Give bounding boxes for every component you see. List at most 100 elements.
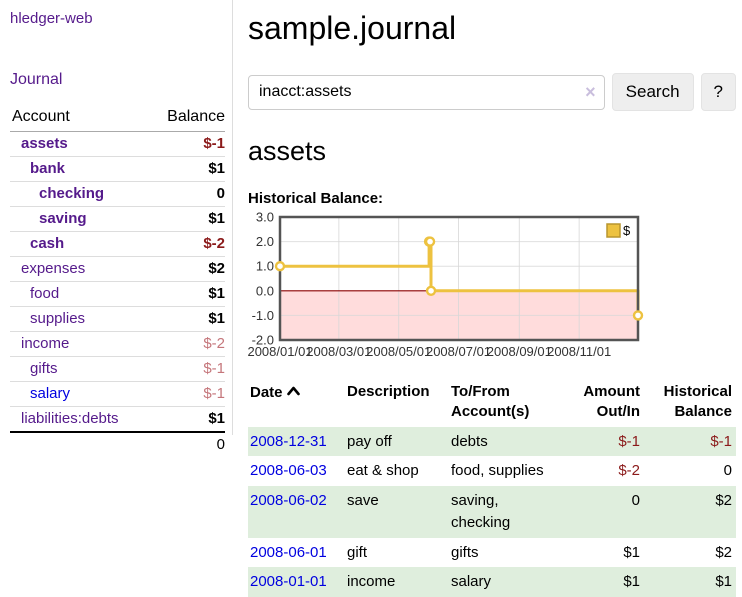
accounts-table: Account Balance assets $-1 bank $1 checking 0… — [10, 106, 225, 457]
search-bar: × Search ? — [248, 73, 736, 111]
transaction-amount: $-2 — [618, 462, 640, 480]
transaction-description: income — [345, 567, 449, 597]
chart-data-point — [424, 236, 436, 247]
account-link-assets[interactable]: assets — [21, 135, 68, 152]
transaction-accounts: food, supplies — [451, 462, 544, 480]
transaction-description: pay off — [345, 426, 449, 457]
transaction-date-link[interactable]: 2008-06-03 — [250, 462, 327, 480]
account-balance: $1 — [148, 281, 225, 307]
transaction-balance: 0 — [723, 462, 732, 480]
account-heading: assets — [248, 136, 327, 166]
transaction-date-link[interactable]: 2008-06-01 — [250, 543, 327, 561]
account-row: saving $1 — [10, 206, 225, 232]
chart-x-tick-label: 2008/01/01 — [247, 344, 312, 359]
account-link-saving[interactable]: saving — [39, 210, 87, 227]
register-table-header: Date Description To/From Account(s) Amoun… — [248, 380, 736, 427]
account-link-expenses[interactable]: expenses — [21, 260, 86, 277]
chart-y-tick-label: -2.0 — [252, 333, 274, 348]
register-row: 2008-01-01 income salary $1 $1 — [248, 567, 736, 597]
register-row: 2008-06-01 gift gifts $1 $2 — [248, 538, 736, 568]
account-link-checking[interactable]: checking — [39, 185, 105, 202]
account-row: cash $-2 — [10, 231, 225, 257]
account-link-salary[interactable]: salary — [30, 385, 71, 402]
chart-y-tick-label: 0.0 — [256, 283, 274, 298]
chart-data-point — [632, 310, 644, 321]
account-row: supplies $1 — [10, 306, 225, 332]
chart-heading: Historical Balance: — [248, 190, 384, 207]
transaction-balance: $2 — [715, 543, 732, 561]
account-balance: $-1 — [148, 381, 225, 407]
account-link-gifts[interactable]: gifts — [30, 360, 58, 377]
account-balance: $2 — [148, 256, 225, 282]
account-link-food[interactable]: food — [30, 285, 60, 302]
chart-x-tick-label: 2008/05/01 — [366, 344, 431, 359]
account-link-income[interactable]: income — [21, 335, 70, 352]
transaction-balance: $2 — [644, 486, 736, 538]
account-balance: $1 — [148, 306, 225, 332]
transaction-description: gift — [347, 543, 368, 561]
app-title[interactable]: hledger-web — [10, 10, 93, 27]
account-link-cash[interactable]: cash — [30, 235, 65, 252]
transaction-description: eat & shop — [347, 462, 419, 480]
account-balance: $1 — [148, 406, 225, 433]
account-link-supplies[interactable]: supplies — [30, 310, 86, 327]
transaction-amount: $1 — [623, 543, 640, 561]
register-row: 2008-06-03 eat & shop food, supplies $-2 0 — [248, 456, 736, 486]
nav-journal-link[interactable]: Journal — [10, 71, 63, 88]
chart-y-tick-label: 1.0 — [256, 259, 274, 274]
chart-y-tick-label: 2.0 — [256, 234, 274, 249]
account-row: expenses $2 — [10, 256, 225, 282]
search-box: × — [248, 74, 605, 110]
transaction-amount: $-1 — [562, 426, 644, 457]
chart-border — [278, 215, 640, 342]
chart-y-tick-label: 3.0 — [256, 210, 274, 225]
transaction-date-link[interactable]: 2008-12-31 — [250, 432, 327, 450]
help-button[interactable]: ? — [700, 73, 736, 111]
main-content: sample.journal × Search ? assets Histori… — [234, 0, 742, 597]
account-row: assets $-1 — [10, 131, 225, 157]
account-balance: $-2 — [148, 331, 225, 357]
account-row: liabilities:debts $1 — [10, 406, 225, 433]
register-header-description: Description — [347, 383, 430, 400]
chart-svg: 3.0 2.0 1.0 0.0 -1.0 -2.02008/01/012008/03/01… — [247, 210, 644, 359]
register-row: 2008-12-31 pay off debts $-1 $-1 — [248, 426, 736, 457]
chart-x-tick-label: 2008/03/01 — [306, 344, 371, 359]
clear-search-icon[interactable]: × — [585, 81, 596, 102]
account-balance: $-1 — [148, 356, 225, 382]
sidebar: hledger-web Journal Account Balance asse… — [0, 0, 233, 457]
search-input[interactable] — [248, 74, 605, 110]
account-balance: $1 — [148, 156, 225, 182]
register-header-accounts: To/From Account(s) — [451, 383, 530, 421]
account-row: salary $-1 — [10, 381, 225, 407]
account-row: bank $1 — [10, 156, 225, 182]
transaction-accounts: saving, checking — [449, 486, 562, 538]
accounts-table-header: Account Balance — [10, 106, 225, 132]
accounts-header-account: Account — [10, 106, 149, 132]
account-row: gifts $-1 — [10, 356, 225, 382]
transaction-accounts: gifts — [451, 543, 479, 561]
transaction-accounts: debts — [449, 426, 562, 457]
account-link-bank[interactable]: bank — [30, 160, 66, 177]
chart-x-tick-label: 2008/07/01 — [426, 344, 491, 359]
register-table: Date Description To/From Account(s) Amoun… — [248, 380, 736, 597]
account-balance: $1 — [148, 206, 225, 232]
transaction-accounts: salary — [449, 567, 562, 597]
page-title: sample.journal — [248, 10, 457, 46]
register-header-date[interactable]: Date — [248, 380, 345, 427]
transaction-balance: $-1 — [644, 426, 736, 457]
account-balance: 0 — [148, 181, 225, 207]
account-link-liabilities-debts[interactable]: liabilities:debts — [21, 410, 119, 427]
transaction-date-link[interactable]: 2008-06-02 — [250, 492, 327, 509]
chart-legend-label: $ — [623, 223, 631, 238]
chart-legend-swatch — [606, 223, 621, 238]
register-header-amount: Amount Out/In — [583, 383, 640, 421]
register-row: 2008-06-02 save saving, checking 0 $2 — [248, 486, 736, 538]
register-header-balance: Historical Balance — [663, 383, 732, 421]
account-row: checking 0 — [10, 181, 225, 207]
search-button[interactable]: Search — [611, 73, 694, 111]
chart-data-point — [425, 285, 437, 297]
chart-x-tick-label: 2008/11/01 — [547, 344, 611, 359]
sort-ascending-icon — [286, 382, 300, 402]
transaction-amount: 0 — [562, 486, 644, 538]
account-balance: $-1 — [148, 131, 225, 157]
